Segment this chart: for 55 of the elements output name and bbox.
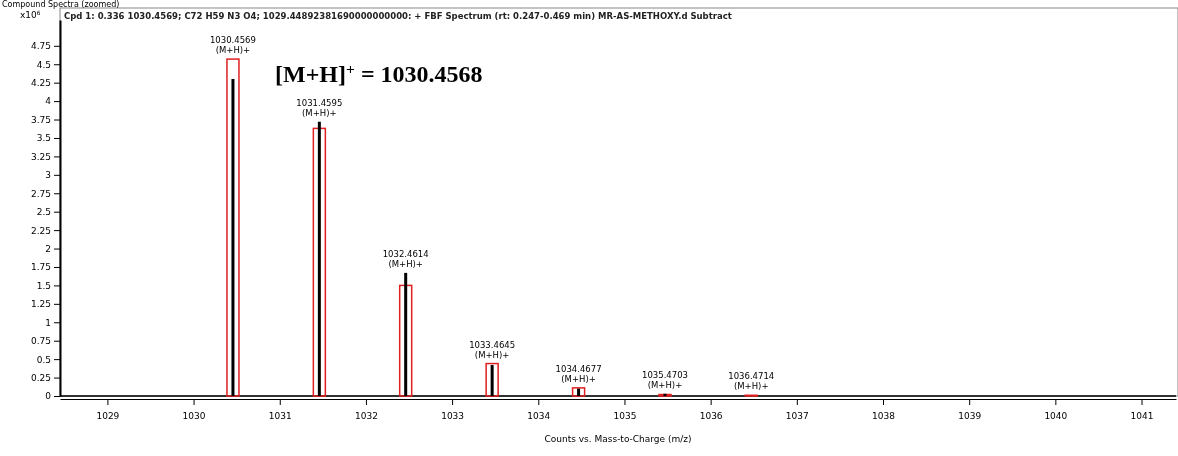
annotation: [M+H]$^{+}$ = 1030.4568: [275, 59, 483, 87]
y-tick-label: 0.5: [36, 354, 51, 365]
x-tick-label: 1037: [785, 410, 809, 421]
y-tick-label: 2.75: [30, 188, 51, 199]
annotation: 1033.4645 (M+H)+: [469, 339, 516, 360]
y-tick-label: 1.25: [30, 299, 51, 310]
y-tick-label: 3.25: [30, 151, 51, 162]
x-tick-label: 1031: [268, 410, 292, 421]
bar: [744, 394, 759, 397]
x-tick-label: 1030: [182, 410, 206, 421]
y-tick-label: 4: [45, 96, 52, 107]
chart-subtitle: Compound Spectra (zoomed): [2, 0, 120, 9]
x-tick-label: 1038: [872, 410, 896, 421]
y-tick-label: 1.75: [30, 262, 51, 273]
annotation: 1036.4714 (M+H)+: [728, 371, 775, 392]
y-tick-label: 0.25: [30, 372, 51, 383]
y-tick-label: 2.5: [36, 207, 51, 218]
y-tick-label: 3.75: [30, 114, 51, 125]
bar: [658, 393, 672, 397]
annotation: 1034.4677 (M+H)+: [555, 363, 602, 384]
bar: [398, 284, 413, 397]
y-tick-label: 0: [45, 391, 52, 402]
annotation: 1035.4703 (M+H)+: [642, 369, 688, 390]
bar: [231, 78, 235, 396]
bar: [571, 387, 586, 397]
x-tick-label: 1032: [354, 410, 378, 421]
y-tick-label: 2: [45, 243, 51, 254]
y-tick-label: 4.75: [30, 41, 51, 52]
bar: [226, 58, 240, 397]
x-tick-label: 1041: [1130, 410, 1154, 421]
x-tick-label: 1033: [441, 410, 465, 421]
x-tick-label: 1029: [96, 410, 120, 421]
x-tick-label: 1036: [699, 410, 723, 421]
y-tick-label: 4.25: [30, 78, 51, 89]
bar: [312, 127, 327, 397]
y-axis-title: x10$^{6}$: [20, 10, 41, 20]
x-tick-label: 1040: [1044, 410, 1068, 421]
annotation: 1032.4614 (M+H)+: [382, 248, 429, 269]
bar: [485, 362, 499, 397]
x-tick-label: 1035: [613, 410, 637, 421]
annotation: 1031.4595 (M+H)+: [296, 97, 343, 118]
bar: [404, 272, 408, 396]
bar: [317, 121, 321, 396]
y-tick-label: 4.5: [36, 59, 51, 70]
chart-title: Cpd 1: 0.336 1030.4569; C72 H59 N3 O4; 1029.44892381690000000000: + FBF Spectrum (rt: 0.247-0.469 min) MR-AS-METHOXY.d Subtract: [64, 11, 732, 21]
y-tick-label: 0.75: [30, 336, 51, 347]
y-tick-label: 3.5: [36, 133, 51, 144]
y-tick-label: 1: [45, 317, 51, 328]
annotation: 1030.4569 (M+H)+: [209, 35, 256, 56]
x-axis-title: Counts vs. Mass-to-Charge (m/z): [544, 434, 692, 444]
x-tick-label: 1039: [958, 410, 982, 421]
y-tick-label: 2.25: [30, 225, 51, 236]
x-tick-label: 1034: [527, 410, 551, 421]
y-tick-label: 3: [45, 170, 51, 181]
y-tick-label: 1.5: [36, 280, 51, 291]
